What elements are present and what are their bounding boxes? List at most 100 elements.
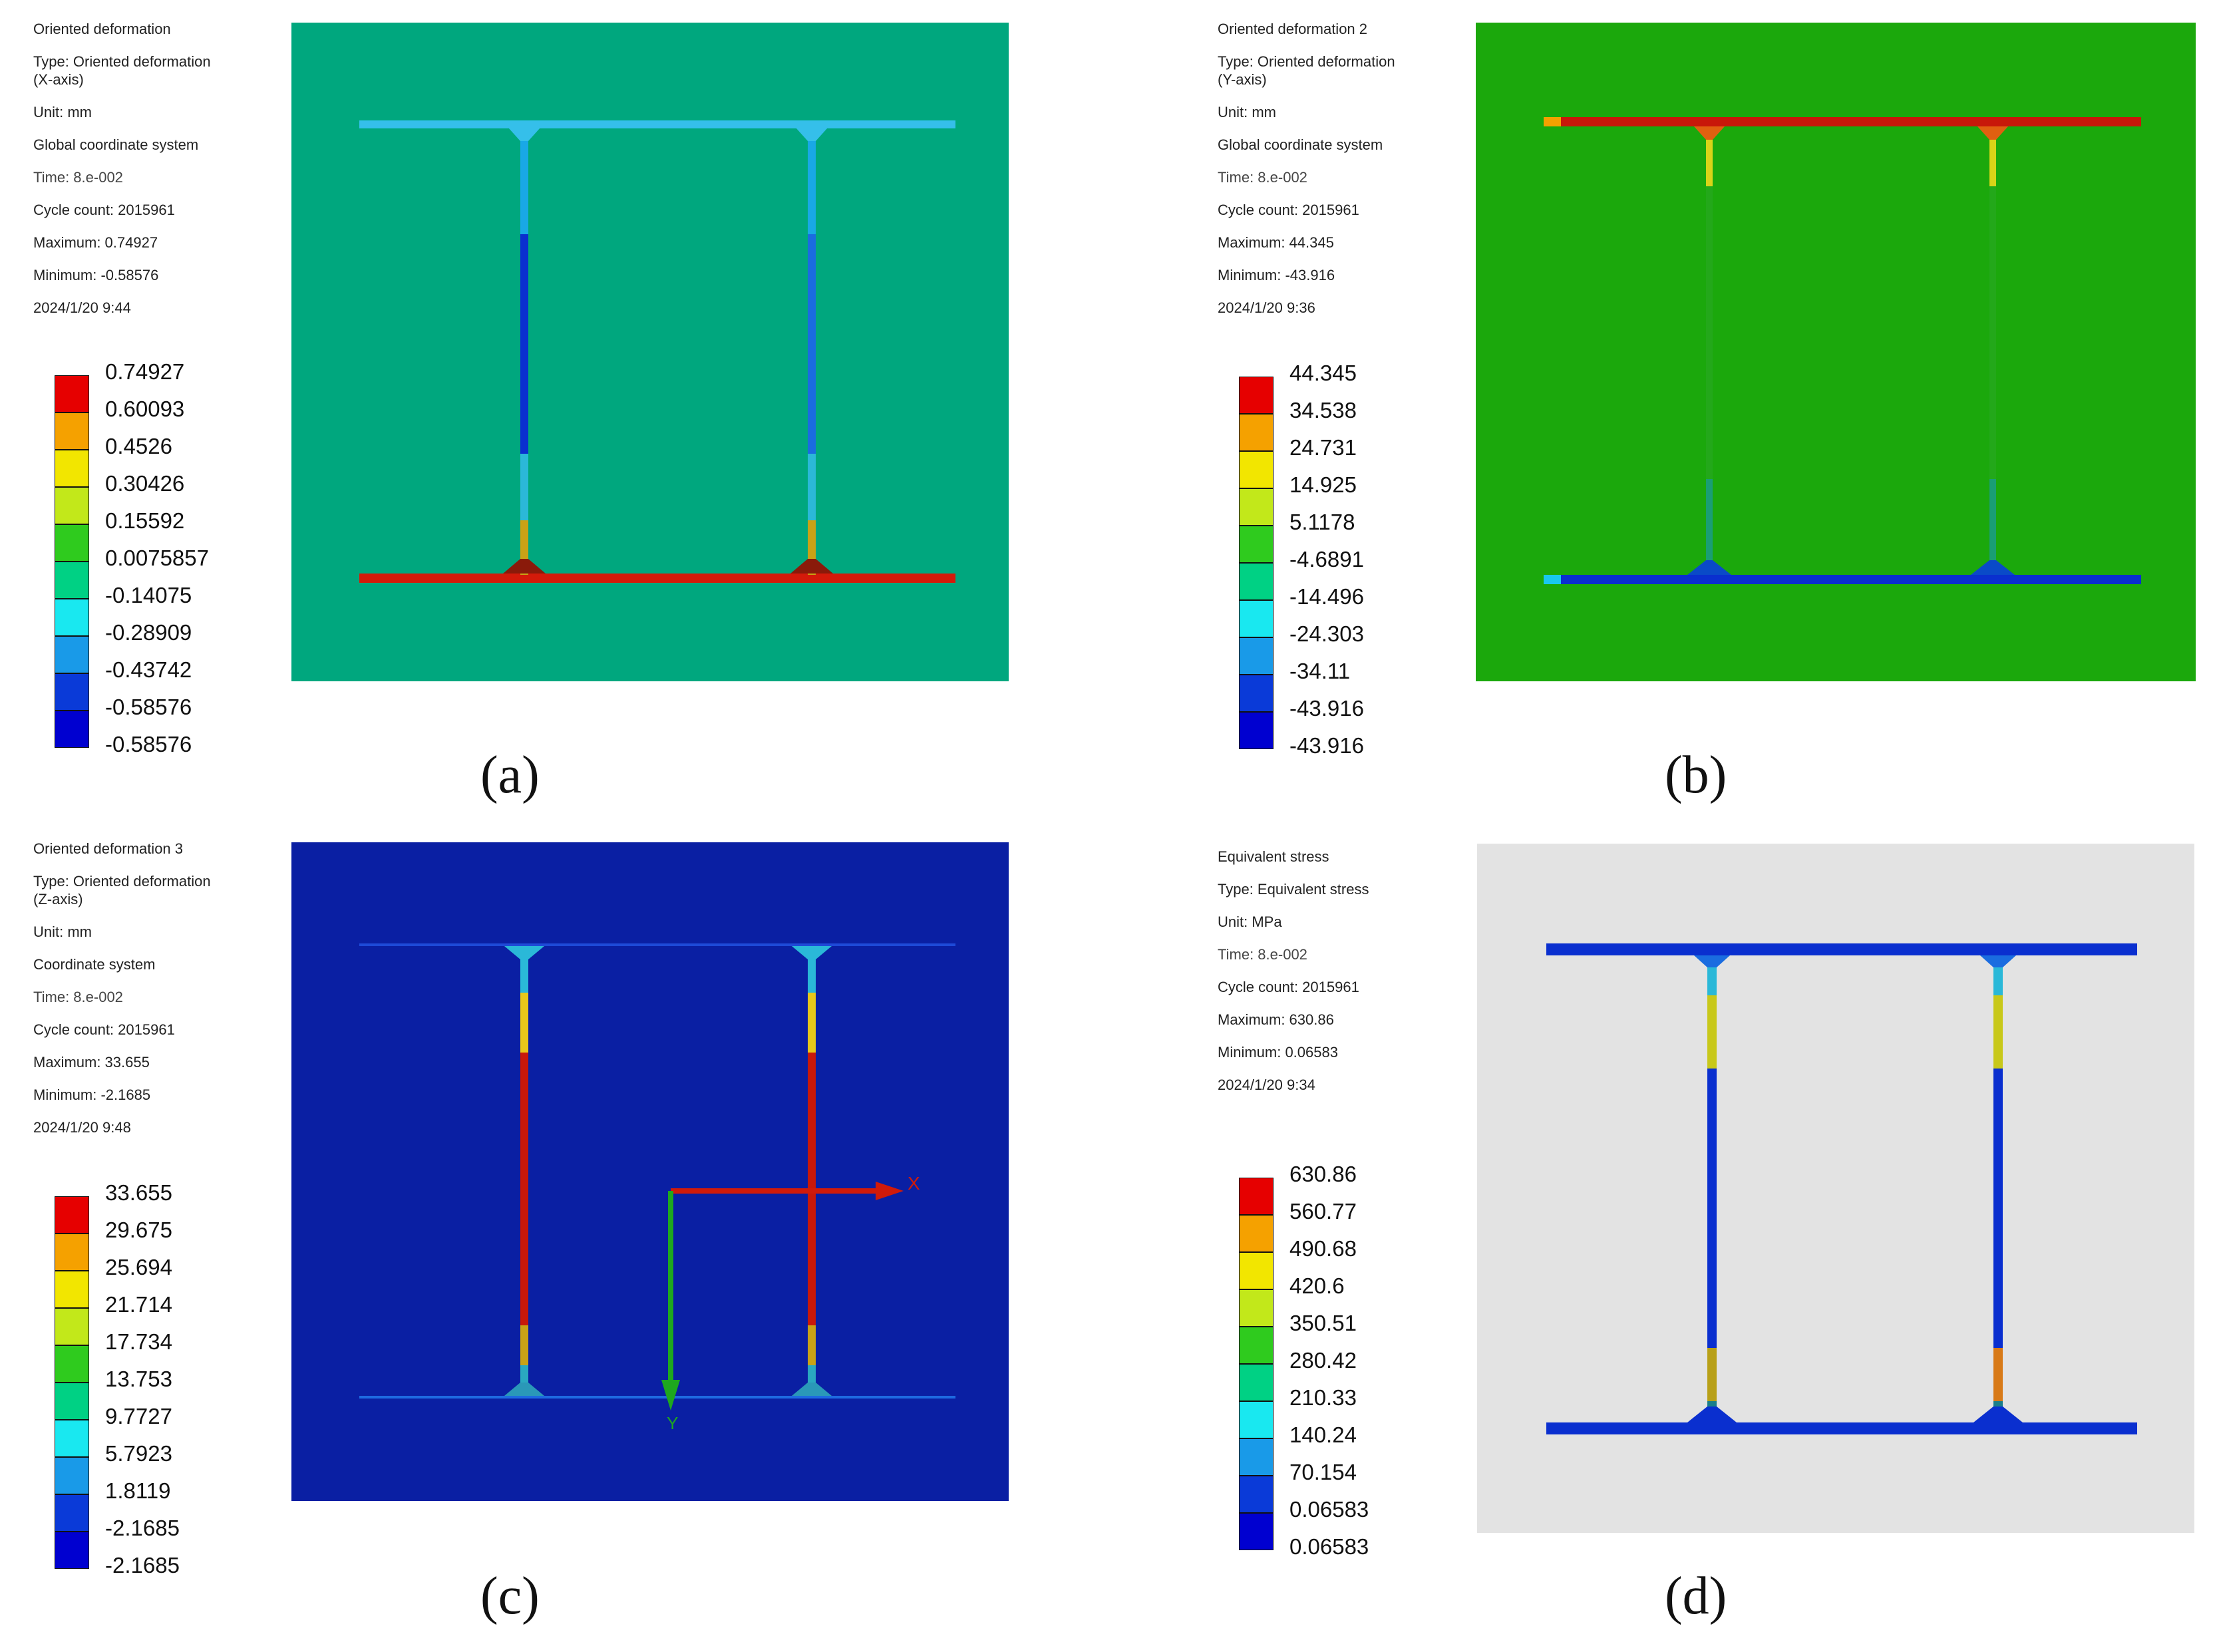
result-title: Oriented deformation [33, 21, 171, 37]
right-joint-top [796, 128, 828, 141]
left-web-upper [1707, 995, 1717, 1069]
legend-value: -0.58576 [105, 695, 192, 719]
legend-value: 25.694 [105, 1255, 172, 1279]
legend-value: -4.6891 [1289, 547, 1364, 572]
right-web-mid [1989, 186, 1996, 479]
legend-value: 630.86 [1289, 1162, 1357, 1186]
legend-value: 0.60093 [105, 397, 185, 421]
legend-swatch [1239, 600, 1274, 637]
legend-value: 24.731 [1289, 435, 1357, 460]
result-time: Time: 8.e-002 [33, 169, 123, 186]
panel-caption: (b) [1665, 746, 1727, 804]
result-unit: Unit: mm [33, 923, 92, 940]
legend-value: 70.154 [1289, 1460, 1357, 1484]
legend-swatch [55, 1234, 89, 1271]
legend-value: 560.77 [1289, 1199, 1357, 1224]
result-minimum: Minimum: -43.916 [1218, 267, 1335, 283]
legend-value: 210.33 [1289, 1385, 1357, 1410]
result-date: 2024/1/20 9:36 [1218, 299, 1315, 316]
left-web-mid [1706, 186, 1713, 479]
result-date: 2024/1/20 9:34 [1218, 1076, 1315, 1093]
left-joint-bottom [504, 1383, 544, 1396]
right-web-lower [1993, 1348, 2003, 1401]
legend-swatch [55, 1532, 89, 1569]
legend-swatch [1239, 451, 1274, 488]
y-axis-label: Y [667, 1413, 678, 1433]
bottom-flange [1546, 1422, 2137, 1434]
legend-swatch [55, 1494, 89, 1532]
result-type: Type: Oriented deformation (Z-axis) [33, 873, 211, 908]
legend-swatch [1239, 1215, 1274, 1252]
result-date: 2024/1/20 9:44 [33, 299, 131, 316]
result-unit: Unit: MPa [1218, 913, 1282, 930]
left-web-lower [1707, 1348, 1717, 1401]
legend-value: 350.51 [1289, 1311, 1357, 1335]
legend-value: -24.303 [1289, 621, 1364, 646]
result-maximum: Maximum: 630.86 [1218, 1011, 1334, 1028]
result-date: 2024/1/20 9:48 [33, 1119, 131, 1136]
right-web-lower [1989, 479, 1996, 575]
legend-swatch [55, 1345, 89, 1383]
legend-value: -43.916 [1289, 733, 1364, 758]
right-web-upper [808, 993, 816, 1053]
result-type: Type: Equivalent stress [1218, 881, 1369, 898]
left-web-lower [1706, 479, 1713, 575]
legend-value: 0.06583 [1289, 1534, 1369, 1559]
left-joint-top [1694, 955, 1730, 967]
y-axis-arrowhead [661, 1380, 680, 1410]
contour-view [291, 23, 1009, 681]
result-coordinate-system: Global coordinate system [33, 136, 199, 153]
result-unit: Unit: mm [1218, 104, 1276, 120]
left-joint-bottom [1687, 560, 1731, 575]
legend-value: 140.24 [1289, 1422, 1357, 1447]
right-joint-top [792, 946, 832, 959]
result-minimum: Minimum: -0.58576 [33, 267, 159, 283]
legend-swatch [55, 599, 89, 636]
legend-value: 9.7727 [105, 1404, 172, 1428]
legend-swatch [55, 673, 89, 711]
view-background [1476, 23, 2196, 681]
legend-value: 5.1178 [1289, 510, 1355, 534]
result-minimum: Minimum: 0.06583 [1218, 1044, 1338, 1061]
top-flange [359, 943, 955, 946]
legend-value: 0.74927 [105, 359, 185, 384]
legend-swatch [55, 375, 89, 413]
legend-swatch [55, 1271, 89, 1308]
right-web-mid [1993, 1069, 2003, 1348]
result-unit: Unit: mm [33, 104, 92, 120]
legend-value: 17.734 [105, 1329, 172, 1354]
legend-swatch [1239, 712, 1274, 749]
legend-swatch [1239, 563, 1274, 600]
legend-swatch [55, 1196, 89, 1234]
legend-swatch [1239, 488, 1274, 526]
right-web-lower [808, 454, 816, 520]
right-web-upper [1993, 995, 2003, 1069]
result-title: Oriented deformation 2 [1218, 21, 1368, 37]
left-joint-bottom [503, 559, 546, 574]
legend-value: 14.925 [1289, 472, 1357, 497]
legend-swatch [1239, 1513, 1274, 1550]
result-maximum: Maximum: 44.345 [1218, 234, 1334, 251]
legend-value: -0.58576 [105, 732, 192, 756]
result-title: Oriented deformation 3 [33, 840, 184, 857]
result-cycle-count: Cycle count: 2015961 [1218, 202, 1359, 218]
top-flange [1546, 943, 2137, 955]
legend-swatch [1239, 1438, 1274, 1476]
legend-value: 44.345 [1289, 361, 1357, 385]
panel-caption: (c) [480, 1567, 540, 1625]
right-web-upper [808, 128, 816, 234]
legend-swatch [1239, 1364, 1274, 1401]
legend-value: -2.1685 [105, 1516, 180, 1540]
legend-value: 280.42 [1289, 1348, 1357, 1373]
panel-c: Oriented deformation 3 Type: Oriented de… [0, 820, 1106, 1645]
legend-value: 29.675 [105, 1218, 172, 1242]
legend-swatch [1239, 1252, 1274, 1289]
legend-swatch [55, 450, 89, 487]
panel-b: Oriented deformation 2 Type: Oriented de… [1184, 0, 2213, 826]
right-joint-bottom [1971, 560, 2015, 575]
left-web-upper [520, 993, 528, 1053]
result-coordinate-system: Coordinate system [33, 956, 156, 973]
right-web-lower [808, 1325, 816, 1365]
result-info: Oriented deformation 3 Type: Oriented de… [33, 840, 220, 1151]
left-joint-bottom [1687, 1406, 1737, 1422]
